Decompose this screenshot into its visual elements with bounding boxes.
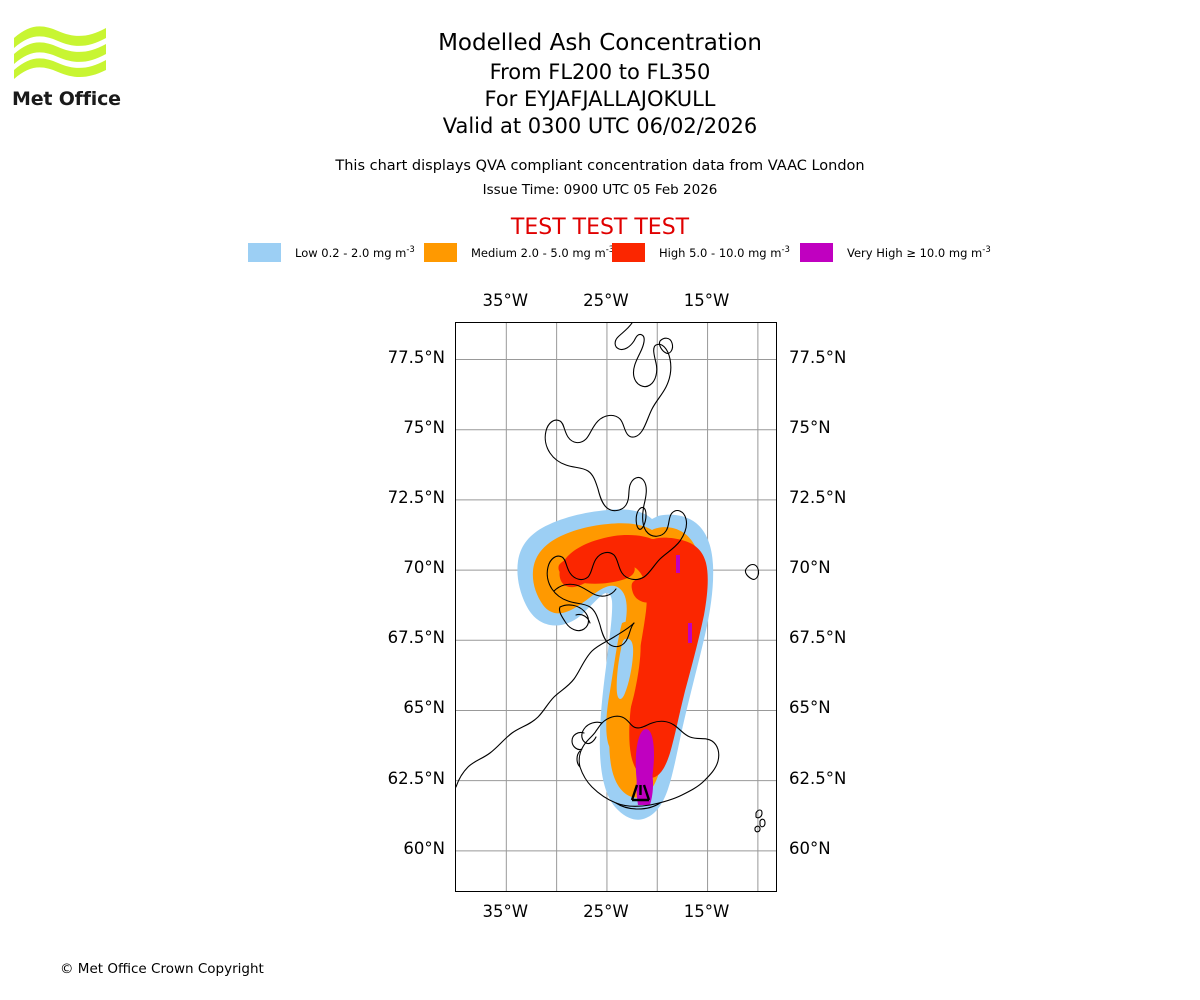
legend-item-3: Very High ≥ 10.0 mg m-3 — [800, 242, 991, 262]
title-valid-time: Valid at 0300 UTC 06/02/2026 — [442, 114, 758, 138]
coastline-iceland-westfjords — [571, 721, 603, 768]
coastline-islet-north-b — [635, 506, 647, 530]
lat-label-right-3: 70°N — [789, 558, 831, 578]
legend-item-0: Low 0.2 - 2.0 mg m-3 — [248, 242, 415, 262]
volcano-source-icon — [630, 784, 651, 802]
chart-title-block: Modelled Ash Concentration From FL200 to… — [0, 28, 1200, 140]
legend-label-0: Low 0.2 - 2.0 mg m-3 — [295, 245, 415, 260]
coastline-iceland — [578, 715, 720, 807]
coastline-greenland-southeast — [456, 622, 635, 788]
lat-label-left-2: 72.5°N — [387, 487, 445, 507]
lat-label-left-5: 65°N — [403, 698, 445, 718]
lat-label-right-1: 75°N — [789, 417, 831, 437]
title-volcano-name: For EYJAFJALLAJOKULL — [484, 87, 716, 111]
legend-item-1: Medium 2.0 - 5.0 mg m-3 — [424, 242, 614, 262]
coastline-jan-mayen — [744, 563, 760, 580]
lat-label-left-6: 62.5°N — [387, 768, 445, 788]
lat-label-right-0: 77.5°N — [789, 347, 847, 367]
title-flight-levels: From FL200 to FL350 — [489, 60, 711, 84]
lat-label-right-2: 72.5°N — [789, 487, 847, 507]
ash-concentration-map — [455, 322, 777, 892]
ash-contour-high-inner-lobe — [631, 576, 666, 603]
ash-speckle-veryhigh-a — [676, 555, 680, 573]
issue-time: Issue Time: 0900 UTC 05 Feb 2026 — [482, 182, 718, 198]
lat-label-right-4: 67.5°N — [789, 628, 847, 648]
lat-label-right-6: 62.5°N — [789, 768, 847, 788]
ash-contour-high-west-lobe — [558, 550, 635, 584]
ash-contour-low-inner — [616, 638, 634, 699]
met-office-waves-icon — [14, 26, 106, 79]
legend-label-3: Very High ≥ 10.0 mg m-3 — [847, 245, 991, 260]
legend-swatch-1 — [424, 242, 457, 262]
ash-speckle-veryhigh-b — [688, 623, 692, 643]
coastline-greenland — [544, 323, 688, 648]
qva-note: This chart displays QVA compliant concen… — [335, 158, 865, 174]
lat-label-left-7: 60°N — [403, 838, 445, 858]
lon-label-bottom-2: 15°W — [683, 902, 730, 921]
legend-label-2: High 5.0 - 10.0 mg m-3 — [659, 245, 790, 260]
lat-label-left-1: 75°N — [403, 417, 445, 437]
lon-label-top-2: 15°W — [683, 291, 730, 310]
ash-plume-contours — [517, 509, 714, 820]
legend-item-2: High 5.0 - 10.0 mg m-3 — [612, 242, 790, 262]
legend-swatch-3 — [800, 242, 833, 262]
coastlines — [456, 323, 766, 833]
concentration-legend: Low 0.2 - 2.0 mg m-3 Medium 2.0 - 5.0 mg … — [0, 242, 1200, 262]
coastline-faroe-islands — [754, 809, 766, 833]
map-frame — [455, 322, 777, 892]
lat-label-right-5: 65°N — [789, 698, 831, 718]
lon-label-bottom-1: 25°W — [583, 902, 629, 921]
lon-label-top-1: 25°W — [583, 291, 629, 310]
lon-label-bottom-0: 35°W — [482, 902, 529, 921]
coastline-iceland-south-notch — [615, 802, 661, 810]
met-office-wordmark: Met Office — [12, 88, 121, 110]
copyright-notice: © Met Office Crown Copyright — [60, 961, 264, 977]
test-banner: TEST TEST TEST — [510, 215, 690, 240]
met-office-logo: Met Office — [12, 22, 132, 114]
coastline-greenland-fjords — [553, 583, 617, 632]
page-title: Modelled Ash Concentration — [438, 30, 762, 56]
coastline-islet-north-a — [658, 337, 674, 354]
lat-label-right-7: 60°N — [789, 838, 831, 858]
legend-label-1: Medium 2.0 - 5.0 mg m-3 — [471, 245, 615, 260]
lat-label-left-0: 77.5°N — [387, 347, 445, 367]
legend-swatch-0 — [248, 242, 281, 262]
lon-label-top-0: 35°W — [482, 291, 529, 310]
legend-swatch-2 — [612, 242, 645, 262]
lat-label-left-4: 67.5°N — [387, 628, 445, 648]
ash-contour-high — [559, 535, 708, 778]
map-canvas — [456, 323, 776, 891]
lat-label-left-3: 70°N — [403, 558, 445, 578]
map-gridlines — [456, 323, 776, 891]
chart-subtitle-block: This chart displays QVA compliant concen… — [0, 156, 1200, 204]
